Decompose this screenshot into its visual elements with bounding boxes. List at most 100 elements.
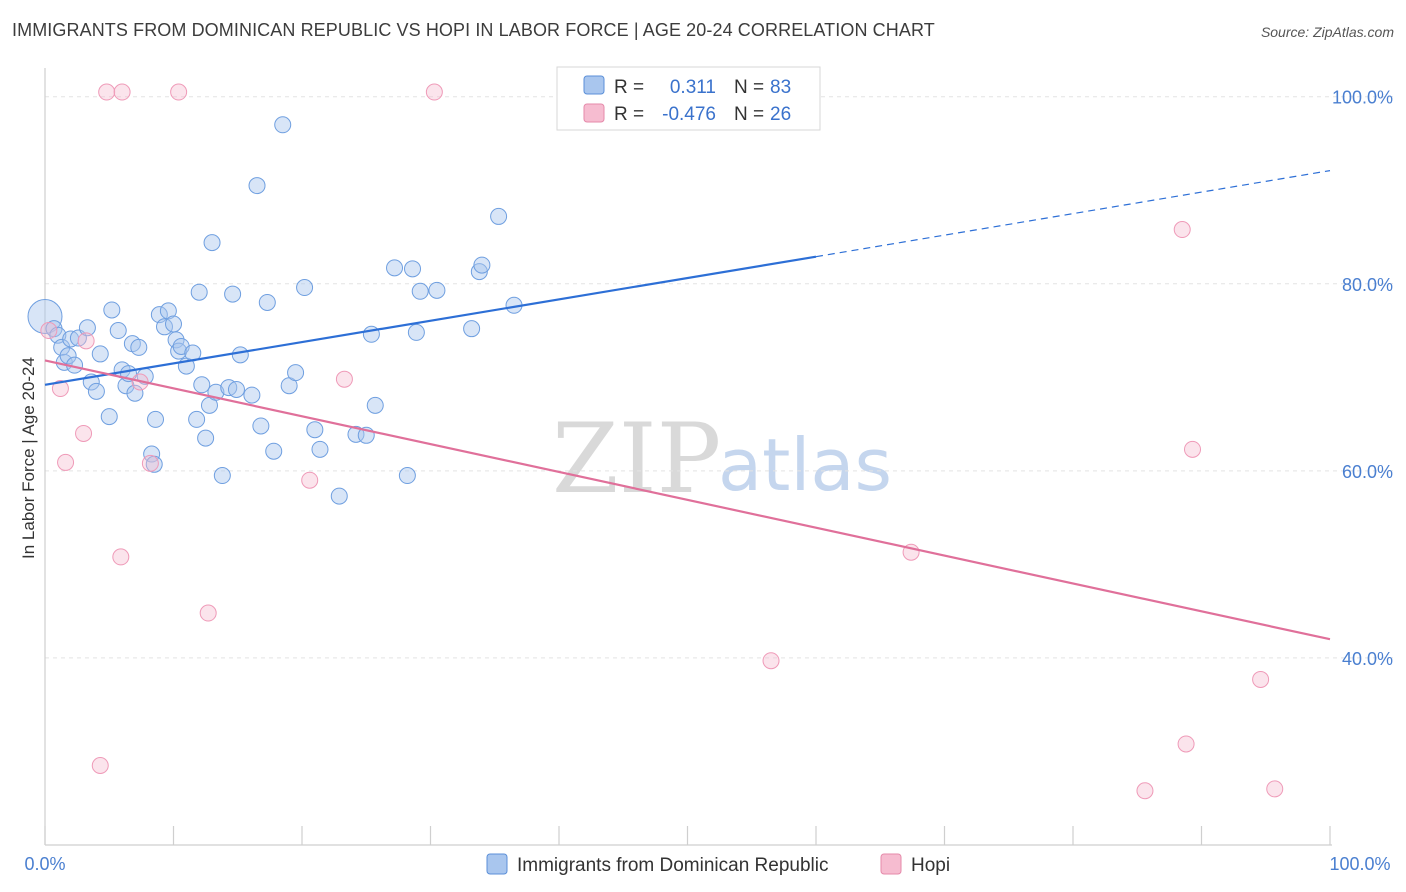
dominican-point (296, 279, 314, 297)
dominican-point (193, 376, 211, 394)
dominican-point (100, 408, 118, 426)
dominican-point (428, 281, 446, 299)
y-axis-tick-labels: 100.0% 80.0% 60.0% 40.0% (1332, 88, 1393, 669)
dominican-point (165, 315, 182, 333)
hopi-point (1177, 735, 1195, 753)
hopi-point (425, 83, 443, 101)
data-points (27, 83, 1284, 800)
watermark-zip: ZIP (552, 403, 721, 515)
gridlines (45, 96, 1395, 659)
hopi-point (170, 83, 188, 101)
dominican-point (398, 467, 416, 485)
legend-bottom: Immigrants from Dominican Republic Hopi (486, 853, 950, 876)
legend-bottom-label-hopi: Hopi (911, 855, 950, 876)
dominican-point (252, 417, 270, 435)
dominican-point (243, 386, 261, 404)
hopi-point (199, 604, 217, 622)
dominican-point (274, 116, 292, 134)
legend-swatch-pink (583, 103, 605, 123)
chart-title: IMMIGRANTS FROM DOMINICAN REPUBLIC VS HO… (12, 20, 935, 40)
x-tick-label-min: 0.0% (24, 854, 65, 874)
hopi-point (91, 756, 109, 774)
dominican-point (188, 410, 206, 428)
dominican-point (197, 429, 215, 447)
dominican-point (366, 396, 384, 414)
dominican-point (404, 260, 422, 278)
dominican-point (91, 345, 109, 363)
watermark-atlas: atlas (718, 423, 892, 507)
dominican-point (224, 285, 242, 303)
hopi-point (112, 548, 130, 566)
dominican-point (265, 442, 283, 460)
dominican-point (490, 207, 508, 225)
dominican-point (330, 487, 348, 505)
hopi-point (40, 322, 58, 340)
y-tick-label: 80.0% (1342, 275, 1393, 295)
dominican-point (386, 259, 404, 277)
y-tick-label: 40.0% (1342, 649, 1393, 669)
dominican-point (109, 322, 127, 340)
dominican-point (213, 467, 231, 485)
hopi-point (113, 83, 131, 101)
dominican-point (78, 319, 96, 337)
hopi-point (1173, 221, 1191, 239)
x-axis-ticks (44, 826, 1331, 845)
dominican-point (306, 421, 324, 439)
source-label: Source: ZipAtlas.com (1260, 24, 1394, 40)
y-axis-label: In Labor Force | Age 20-24 (19, 357, 38, 559)
hopi-point (301, 471, 319, 489)
dominican-point (473, 256, 491, 274)
dominican-point (130, 338, 148, 356)
hopi-point (75, 424, 93, 442)
dominican-point (463, 320, 481, 338)
dominican-point (87, 382, 105, 400)
dominican-point (59, 347, 77, 365)
legend-top: R = 0.311 N = 83 R = -0.476 N = 26 (556, 66, 821, 131)
dominican-point (27, 299, 63, 335)
x-tick-label-max: 100.0% (1329, 854, 1390, 874)
dominican-point (203, 234, 221, 252)
legend-r-label-2: R = (614, 104, 644, 125)
dominican-point (159, 302, 177, 320)
hopi-point (1266, 780, 1284, 798)
hopi-point (1136, 782, 1154, 800)
dominican-point (287, 364, 305, 382)
legend-bottom-label-dominican: Immigrants from Dominican Republic (517, 855, 829, 876)
dominican-point (170, 342, 188, 360)
dominican-point (190, 283, 208, 301)
dominican-point (258, 293, 276, 311)
legend-bottom-swatch-blue (486, 853, 508, 875)
dominican-point (147, 410, 165, 428)
dominican-point (231, 346, 249, 364)
dominican-point (411, 282, 429, 300)
legend-r-label-1: R = (614, 77, 644, 98)
legend-swatch-blue (583, 75, 605, 95)
trend-lines (44, 170, 1331, 641)
dominican-point (227, 380, 245, 398)
legend-n-label-1: N = (734, 77, 764, 98)
legend-n-label-2: N = (734, 104, 764, 125)
watermark: ZIP atlas (552, 403, 892, 515)
dominican-point (248, 177, 266, 195)
dominican-point (126, 384, 144, 402)
hopi-trend-line (44, 359, 1331, 641)
hopi-point (77, 332, 95, 350)
hopi-point (335, 370, 353, 388)
dominican-trend-extension (815, 170, 1331, 258)
legend-r-value-2: -0.476 (662, 104, 716, 125)
dominican-trend-line (44, 255, 817, 386)
hopi-point (1184, 440, 1202, 458)
hopi-point (51, 380, 69, 398)
hopi-point (1252, 670, 1270, 688)
hopi-point (98, 83, 116, 101)
y-tick-label: 100.0% (1332, 88, 1393, 108)
legend-bottom-swatch-pink (880, 853, 902, 875)
legend-r-value-1: 0.311 (670, 77, 716, 98)
legend-n-value-2: 26 (770, 104, 791, 125)
dominican-point (407, 323, 425, 341)
hopi-point (762, 652, 780, 670)
dominican-point (311, 440, 329, 458)
legend-n-value-1: 83 (770, 77, 791, 98)
hopi-point (57, 453, 75, 471)
dominican-point (470, 263, 488, 281)
